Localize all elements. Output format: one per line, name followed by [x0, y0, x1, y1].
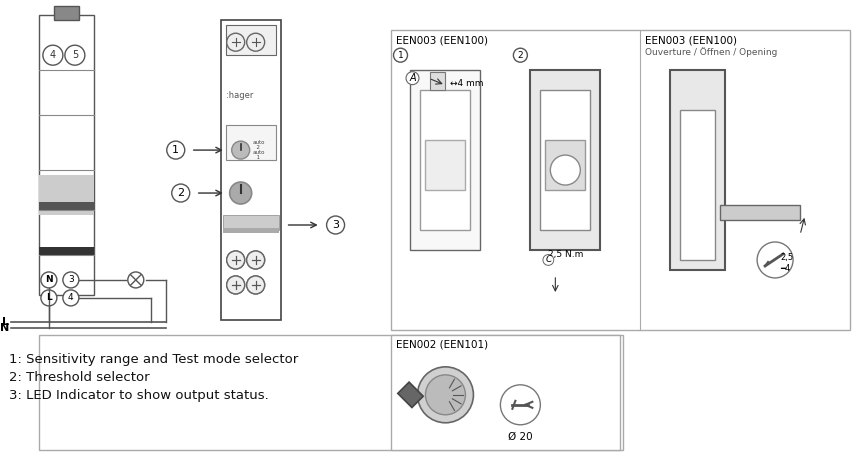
Text: 5: 5	[72, 50, 78, 60]
Bar	[225, 25, 276, 55]
Text: 3: LED Indicator to show output status.: 3: LED Indicator to show output status.	[9, 389, 269, 402]
Text: 2: 2	[518, 51, 523, 60]
Text: N: N	[0, 323, 9, 333]
Circle shape	[227, 276, 245, 294]
Circle shape	[41, 272, 57, 288]
Bar	[425, 140, 465, 190]
Circle shape	[513, 48, 527, 62]
Circle shape	[327, 216, 345, 234]
Bar	[391, 30, 850, 330]
Circle shape	[128, 272, 144, 288]
Circle shape	[500, 385, 541, 425]
Text: ↔4 mm: ↔4 mm	[451, 79, 484, 88]
Circle shape	[231, 141, 249, 159]
Bar	[39, 202, 94, 210]
Bar	[670, 70, 725, 270]
Text: 1: 1	[172, 145, 179, 155]
Circle shape	[63, 272, 79, 288]
Circle shape	[247, 276, 265, 294]
Bar	[223, 228, 279, 233]
Circle shape	[230, 182, 252, 204]
Text: Ouverture / Öffnen / Opening: Ouverture / Öffnen / Opening	[645, 47, 777, 57]
Text: 2,5
━4: 2,5 ━4	[780, 253, 794, 273]
Text: Ø 20: Ø 20	[508, 432, 533, 442]
Circle shape	[393, 48, 407, 62]
Circle shape	[167, 141, 185, 159]
Text: 1: Sensitivity range and Test mode selector: 1: Sensitivity range and Test mode selec…	[9, 353, 298, 367]
Bar	[530, 70, 600, 250]
Bar	[225, 125, 276, 160]
Text: EEN003 (EEN100): EEN003 (EEN100)	[396, 35, 488, 45]
Text: 4: 4	[68, 293, 74, 303]
Text: EEN003 (EEN100): EEN003 (EEN100)	[645, 35, 737, 45]
Circle shape	[227, 276, 245, 294]
Circle shape	[247, 276, 265, 294]
Text: :hager: :hager	[225, 90, 253, 100]
Circle shape	[65, 45, 85, 65]
Bar	[411, 70, 481, 250]
Bar	[54, 6, 79, 20]
Text: 1: 1	[398, 51, 404, 60]
Circle shape	[227, 251, 245, 269]
Text: 3: 3	[68, 276, 74, 284]
Bar	[39, 335, 623, 450]
Bar	[421, 90, 470, 230]
Text: auto
  1: auto 1	[253, 150, 265, 160]
Circle shape	[41, 290, 57, 306]
Text: N: N	[45, 276, 53, 284]
Text: 3: 3	[332, 220, 339, 230]
Bar	[39, 247, 94, 255]
Text: EEN002 (EEN101): EEN002 (EEN101)	[396, 340, 488, 350]
Bar	[680, 110, 715, 260]
Bar	[430, 72, 446, 90]
Text: C: C	[545, 255, 551, 265]
Text: 2: 2	[177, 188, 184, 198]
Text: L: L	[46, 293, 51, 303]
Bar	[545, 140, 585, 190]
Text: 2,5 N.m: 2,5 N.m	[548, 250, 584, 260]
Circle shape	[247, 251, 265, 269]
Circle shape	[171, 184, 189, 202]
Bar	[398, 382, 423, 408]
Circle shape	[247, 251, 265, 269]
Circle shape	[757, 242, 793, 278]
Circle shape	[43, 45, 63, 65]
Text: L: L	[2, 317, 9, 327]
Circle shape	[550, 155, 580, 185]
Text: 4: 4	[50, 50, 56, 60]
Circle shape	[247, 33, 265, 51]
Text: A: A	[409, 73, 416, 83]
Bar	[391, 335, 620, 450]
Bar	[223, 215, 279, 230]
Circle shape	[417, 367, 473, 423]
Bar	[39, 15, 94, 295]
Circle shape	[425, 375, 465, 415]
Circle shape	[227, 251, 245, 269]
Bar	[221, 20, 280, 320]
Bar	[720, 205, 800, 220]
Text: 2: Threshold selector: 2: Threshold selector	[9, 372, 150, 384]
Bar	[541, 90, 590, 230]
Text: auto
  2: auto 2	[253, 140, 265, 150]
Bar	[39, 175, 94, 215]
Circle shape	[63, 290, 79, 306]
Circle shape	[227, 33, 245, 51]
